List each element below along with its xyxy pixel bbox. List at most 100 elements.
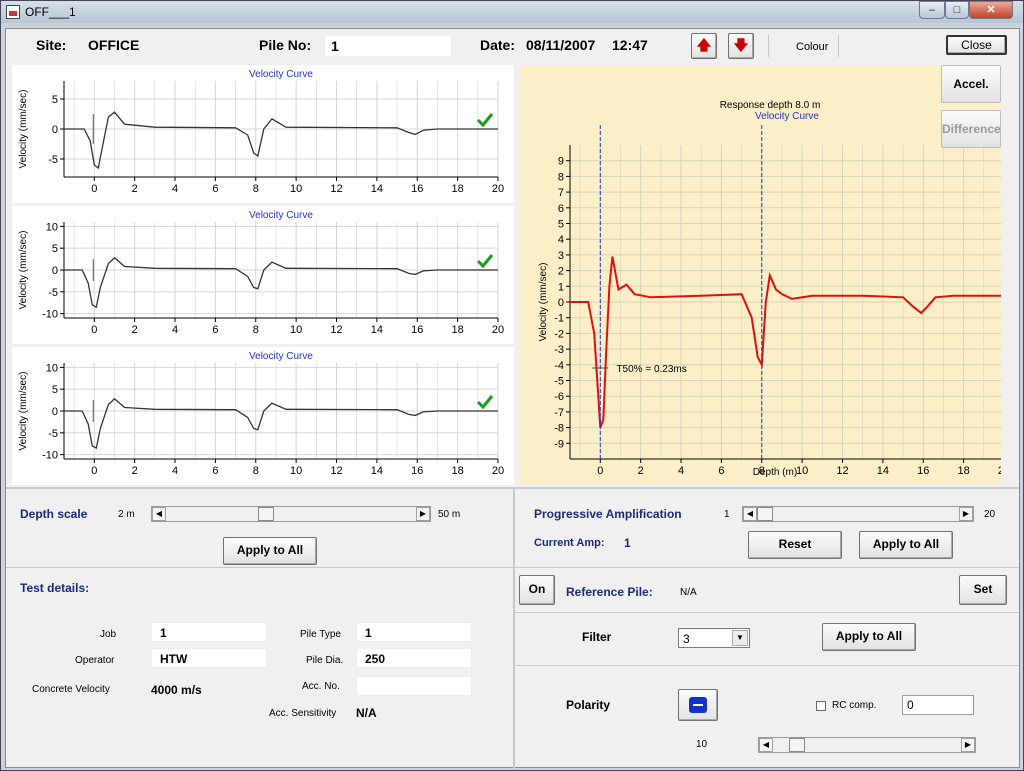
divider	[6, 567, 513, 568]
difference-button[interactable]: Difference	[941, 110, 1001, 148]
job-label: Job	[100, 629, 117, 640]
scroll-left-icon[interactable]: ◀	[152, 507, 166, 521]
set-reference-button[interactable]: Set	[959, 575, 1007, 605]
x-tick-label: 8	[253, 324, 259, 336]
y-axis-label: Velocity (mm/sec)	[18, 231, 29, 310]
filter-apply-all-button[interactable]: Apply to All	[822, 623, 916, 651]
acc-no-field[interactable]	[356, 676, 472, 696]
client-area: Site: OFFICE Pile No: 1 Date: 08/11/2007…	[5, 28, 1020, 769]
polarity-scroll-thumb[interactable]	[789, 738, 805, 752]
divider	[768, 35, 769, 57]
y-axis-label: Velocity (mm/sec)	[538, 263, 549, 342]
close-button[interactable]: Close	[946, 35, 1007, 55]
date-value: 08/11/2007	[526, 37, 596, 53]
y-tick-label: -7	[554, 407, 564, 419]
check-icon	[476, 113, 494, 128]
scroll-right-icon[interactable]: ▶	[959, 507, 973, 521]
site-value: OFFICE	[88, 37, 140, 53]
y-tick-label: 5	[52, 384, 58, 396]
operator-field[interactable]: HTW	[151, 648, 267, 668]
plot-background	[520, 65, 1001, 483]
plot-title: Velocity Curve	[755, 111, 819, 122]
x-tick-label: 12	[836, 465, 848, 477]
x-tick-label: 16	[411, 183, 423, 195]
x-tick-label: 4	[172, 183, 178, 195]
pile-number-field[interactable]: 1	[324, 35, 452, 57]
acc-sensitivity-value: N/A	[356, 706, 377, 720]
pile-dia-field[interactable]: 250	[356, 648, 472, 668]
minimize-button[interactable]: –	[919, 1, 945, 19]
polarity-scrollbar[interactable]: ◀ ▶	[758, 737, 976, 753]
polarity-toggle-button[interactable]	[678, 689, 718, 721]
depth-scale-scrollbar[interactable]: ◀ ▶	[151, 506, 431, 522]
arrow-up-icon: 🡅	[696, 37, 712, 53]
reference-on-button[interactable]: On	[519, 575, 555, 605]
colour-label[interactable]: Colour	[796, 41, 829, 53]
amplification-scrollbar[interactable]: ◀ ▶	[742, 506, 974, 522]
x-tick-label: 18	[452, 465, 464, 477]
x-tick-label: 20	[492, 465, 504, 477]
x-tick-label: 4	[678, 465, 684, 477]
site-label: Site:	[36, 37, 67, 53]
amp-apply-all-button[interactable]: Apply to All	[859, 531, 953, 559]
velocity-trace	[570, 256, 1001, 428]
x-tick-label: 12	[330, 465, 342, 477]
depth-max-label: 50 m	[438, 509, 461, 520]
maximize-button[interactable]: □	[945, 1, 969, 19]
y-tick-label: 1	[558, 281, 564, 293]
x-tick-label: 10	[290, 324, 302, 336]
pile-type-field[interactable]: 1	[356, 622, 472, 642]
y-tick-label: -5	[48, 287, 58, 299]
y-tick-label: -3	[554, 344, 564, 356]
scroll-left-icon[interactable]: ◀	[759, 738, 773, 752]
close-window-button[interactable]: ✕	[969, 1, 1013, 19]
filter-select[interactable]: 3 ▼	[678, 628, 750, 648]
rc-comp-field[interactable]: 0	[902, 695, 974, 715]
x-tick-label: 12	[330, 324, 342, 336]
acc-no-label: Acc. No.	[302, 681, 340, 692]
y-tick-label: -5	[48, 154, 58, 166]
concrete-velocity-label: Concrete Velocity	[32, 684, 110, 695]
t50-annotation: T50% = 0.23ms	[616, 364, 686, 375]
x-tick-label: 20	[492, 324, 504, 336]
prog-amp-label: Progressive Amplification	[534, 507, 682, 521]
reference-pile-value: N/A	[680, 587, 697, 598]
previous-pile-button[interactable]: 🡅	[691, 33, 717, 59]
reset-button[interactable]: Reset	[748, 531, 842, 559]
chevron-down-icon[interactable]: ▼	[732, 630, 748, 646]
scroll-right-icon[interactable]: ▶	[961, 738, 975, 752]
x-tick-label: 6	[718, 465, 724, 477]
y-tick-label: 2	[558, 266, 564, 278]
rc-comp-checkbox[interactable]	[816, 701, 826, 711]
x-tick-label: 8	[253, 465, 259, 477]
scroll-right-icon[interactable]: ▶	[416, 507, 430, 521]
y-tick-label: 3	[558, 250, 564, 262]
y-axis-label: Velocity (mm/sec)	[18, 372, 29, 451]
current-amp-label: Current Amp:	[534, 537, 605, 549]
x-tick-label: 6	[212, 324, 218, 336]
depth-scale-thumb[interactable]	[258, 507, 274, 521]
next-pile-button[interactable]: 🡇	[728, 33, 754, 59]
reference-pile-label: Reference Pile:	[566, 585, 653, 599]
accel-button[interactable]: Accel.	[941, 65, 1001, 103]
amplification-thumb[interactable]	[757, 507, 773, 521]
y-tick-label: -6	[554, 391, 564, 403]
x-tick-label: 0	[91, 183, 97, 195]
divider	[515, 612, 1019, 613]
velocity-trace	[64, 256, 498, 309]
depth-min-label: 2 m	[118, 509, 135, 520]
minus-icon	[689, 697, 707, 713]
concrete-velocity-value: 4000 m/s	[151, 683, 202, 697]
x-tick-label: 16	[411, 465, 423, 477]
scroll-left-icon[interactable]: ◀	[743, 507, 757, 521]
title-bar: OFF___1 – □ ✕	[1, 1, 1023, 23]
x-tick-label: 14	[877, 465, 889, 477]
y-tick-label: 10	[46, 362, 58, 374]
job-field[interactable]: 1	[151, 622, 267, 642]
y-tick-label: 9	[558, 156, 564, 168]
x-tick-label: 10	[796, 465, 808, 477]
y-tick-label: -5	[554, 376, 564, 388]
depth-apply-all-button[interactable]: Apply to All	[223, 537, 317, 565]
arrow-down-icon: 🡇	[733, 37, 749, 53]
x-tick-label: 20	[492, 183, 504, 195]
